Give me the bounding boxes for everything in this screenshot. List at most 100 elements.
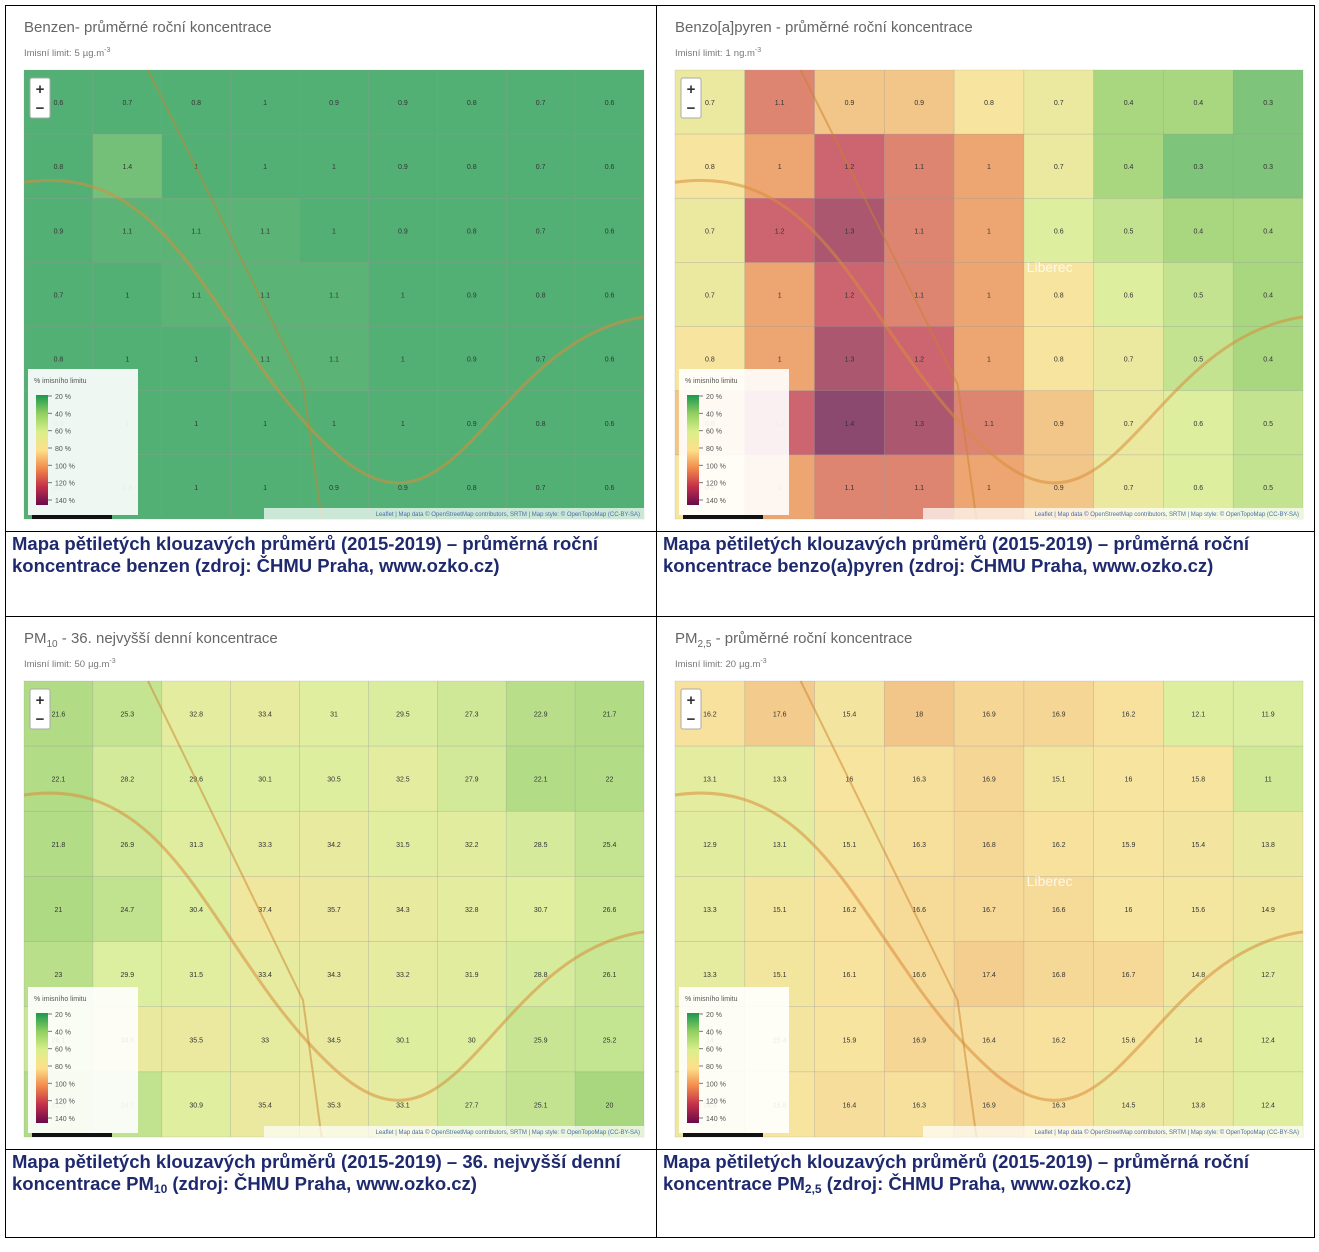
cell-value: 30.1 [396, 1037, 410, 1044]
zoom-button[interactable]: + [687, 692, 696, 709]
limit-note: Imisní limit:5µg.m-3 [24, 47, 110, 59]
zoom-button[interactable]: + [36, 81, 45, 98]
cell-value: 16.9 [982, 1102, 996, 1109]
cell-value: 33.4 [258, 712, 272, 719]
cell-value: 31.3 [189, 842, 203, 849]
caption-part: Mapa pětiletých klouzavých průměrů (2015… [12, 533, 598, 576]
cell-value: 0.3 [1193, 164, 1203, 171]
zoom-button[interactable]: + [36, 692, 45, 709]
legend-label: 40 % [55, 411, 71, 418]
cell-value: 1 [263, 421, 267, 428]
cell-value: 28.8 [534, 972, 548, 979]
cell-value: 33.1 [396, 1102, 410, 1109]
caption-part: Mapa pětiletých klouzavých průměrů (2015… [663, 533, 1249, 576]
cell-value: 35.7 [327, 907, 341, 914]
cell-value: 16.7 [1122, 972, 1136, 979]
cell-value: 0.6 [605, 100, 615, 107]
zoom-button[interactable]: − [687, 100, 696, 117]
limit-exp: -3 [109, 658, 115, 665]
legend-label: 140 % [706, 498, 726, 505]
cell-value: 16.3 [1052, 1102, 1066, 1109]
cell-value: 28.2 [121, 777, 135, 784]
cell-value: 27.9 [465, 777, 479, 784]
cell-value: 15.1 [1052, 777, 1066, 784]
cell-value: 13.3 [703, 907, 717, 914]
cell-value: 35.4 [258, 1102, 272, 1109]
legend-label: 120 % [706, 1099, 726, 1106]
legend-label: 60 % [706, 1047, 722, 1054]
limit-label: Imisní limit: [24, 48, 72, 59]
table: Benzen- průměrné roční koncentraceImisní… [5, 5, 1315, 1238]
cell-value: 13.1 [703, 777, 717, 784]
caption: Mapa pětiletých klouzavých průměrů (2015… [6, 1149, 656, 1239]
cell-value: 1.1 [914, 485, 924, 492]
legend-ramp [687, 1013, 699, 1123]
cell-value: 1.1 [845, 485, 855, 492]
cell-value: 1 [778, 293, 782, 300]
cell-value: 22.1 [52, 777, 66, 784]
cell-value: 31.5 [396, 842, 410, 849]
legend-ramp [36, 1013, 48, 1123]
cell-value: 29.9 [121, 972, 135, 979]
cell-value: 34.3 [396, 907, 410, 914]
map-panel: PM2,5 - průměrné roční koncentraceImisní… [657, 617, 1315, 1149]
cell-value: 1.2 [845, 293, 855, 300]
cell-value: 32.8 [189, 712, 203, 719]
cell-value: 0.7 [122, 100, 132, 107]
cell-value: 30.7 [534, 907, 548, 914]
cell-value: 17.6 [773, 712, 787, 719]
cell-value: 1 [987, 485, 991, 492]
cell-value: 30 [468, 1037, 476, 1044]
zoom-button[interactable]: + [687, 81, 696, 98]
cell-value: 12.4 [1261, 1102, 1275, 1109]
cell-value: 16.3 [912, 777, 926, 784]
limit-unit: ng.m [734, 48, 755, 59]
zoom-button[interactable]: − [36, 711, 45, 728]
cell-value: 34.5 [327, 1037, 341, 1044]
cell-value: 14.9 [1261, 907, 1275, 914]
cell-value: 16.2 [1122, 712, 1136, 719]
cell-value: 0.8 [467, 485, 477, 492]
cell-value: 0.9 [467, 421, 477, 428]
cell-value: 0.8 [705, 357, 715, 364]
cell-value: 15.1 [773, 907, 787, 914]
cell-value: 25.4 [603, 842, 617, 849]
cell-value: 0.6 [1193, 485, 1203, 492]
cell-value: 33.4 [258, 972, 272, 979]
map-panel: PM10 - 36. nejvyšší denní koncentraceImi… [6, 617, 656, 1149]
legend-title: % imisního limitu [685, 378, 738, 385]
cell-value: 1 [987, 164, 991, 171]
cell-value: 16.6 [912, 972, 926, 979]
cell-value: 16.8 [982, 842, 996, 849]
map-panel: Benzen- průměrné roční koncentraceImisní… [6, 6, 656, 531]
cell-value: 0.4 [1263, 357, 1273, 364]
zoom-button[interactable]: − [36, 100, 45, 117]
scale-bar [32, 1133, 112, 1137]
legend-label: 100 % [55, 1081, 75, 1088]
attribution: Leaflet | Map data © OpenStreetMap contr… [376, 511, 640, 518]
cell-value: 0.7 [1054, 100, 1064, 107]
cell-value: 35.3 [327, 1102, 341, 1109]
cell-value: 1.1 [191, 293, 201, 300]
caption-part: (zdroj: ČHMU Praha, www.ozko.cz) [822, 1173, 1132, 1194]
cell-value: 0.6 [605, 293, 615, 300]
cell-value: 26.6 [603, 907, 617, 914]
legend-label: 100 % [706, 1081, 726, 1088]
scale-bar [683, 1133, 763, 1137]
caption-part: 10 [154, 1182, 167, 1196]
cell-value: 16.3 [912, 1102, 926, 1109]
zoom-button[interactable]: − [687, 711, 696, 728]
limit-unit: µg.m [88, 659, 109, 670]
place-label: Liberec [1027, 259, 1073, 275]
limit-label: Imisní limit: [675, 48, 723, 59]
cell-value: 35.5 [189, 1037, 203, 1044]
cell-value: 13.1 [773, 842, 787, 849]
cell-value: 31.5 [189, 972, 203, 979]
cell-value: 0.7 [536, 164, 546, 171]
cell-value: 15.9 [843, 1037, 857, 1044]
legend-label: 20 % [55, 394, 71, 401]
cell-value: 15.6 [1192, 907, 1206, 914]
cell-value: 0.8 [467, 100, 477, 107]
cell-value: 0.7 [536, 100, 546, 107]
cell-value: 1.3 [914, 421, 924, 428]
